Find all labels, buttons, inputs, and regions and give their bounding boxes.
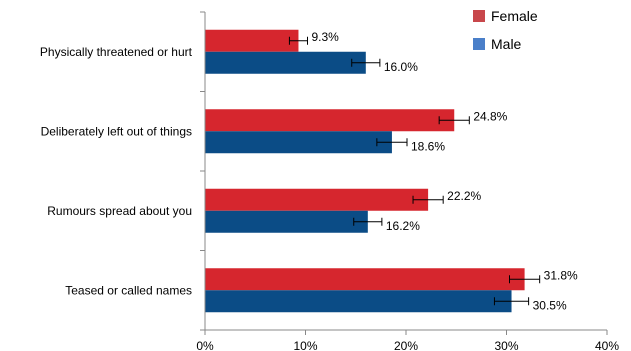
data-label: 16.2%	[386, 219, 420, 233]
data-label: 24.8%	[473, 109, 507, 123]
data-label: 16.0%	[384, 60, 418, 74]
x-tick-label: 0%	[196, 339, 214, 351]
bar-female	[205, 188, 429, 211]
data-label: 9.3%	[312, 30, 340, 44]
data-label: 18.6%	[411, 139, 445, 153]
category-label: Physically threatened or hurt	[40, 45, 193, 59]
error-bars-layer	[288, 36, 541, 306]
x-tick-label: 30%	[494, 339, 518, 351]
bar-male	[205, 210, 368, 233]
legend-swatch-male	[473, 38, 485, 50]
data-label: 22.2%	[447, 189, 481, 203]
bar-female	[205, 29, 299, 52]
category-label: Deliberately left out of things	[41, 124, 192, 138]
bars-layer	[205, 29, 525, 313]
bar-male	[205, 51, 366, 74]
legend: Female Male	[473, 8, 538, 52]
data-label: 31.8%	[544, 268, 578, 282]
bar-female	[205, 109, 455, 132]
axes-layer	[200, 11, 608, 335]
data-label: 30.5%	[533, 298, 567, 312]
x-tick-label: 20%	[394, 339, 418, 351]
x-tick-label: 40%	[595, 339, 619, 351]
bar-female	[205, 268, 525, 291]
x-tick-label: 10%	[293, 339, 317, 351]
category-label: Rumours spread about you	[47, 204, 192, 218]
legend-label-male: Male	[491, 36, 522, 52]
category-label: Teased or called names	[65, 283, 192, 297]
labels-layer: Physically threatened or hurt 9.3% 16.0% De…	[40, 30, 619, 351]
legend-label-female: Female	[491, 8, 538, 24]
bar-male	[205, 131, 392, 154]
bar-male	[205, 290, 512, 313]
legend-swatch-female	[473, 10, 485, 22]
